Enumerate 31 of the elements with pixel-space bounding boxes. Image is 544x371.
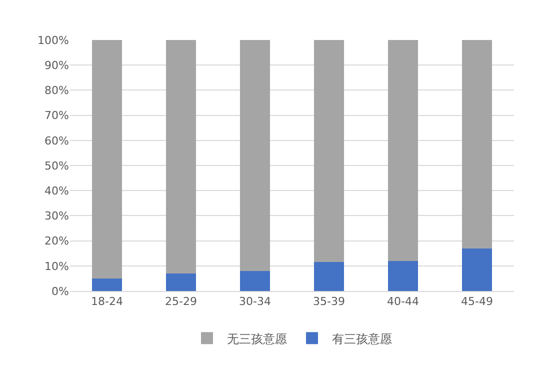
bar xyxy=(92,278,122,291)
legend-label: 无三孩意愿 xyxy=(227,332,287,346)
bar xyxy=(92,40,122,278)
y-tick-label: 100% xyxy=(38,34,69,47)
bar xyxy=(240,270,270,291)
bar xyxy=(388,40,418,261)
x-tick-label: 40-44 xyxy=(387,295,419,308)
y-tick-label: 40% xyxy=(44,184,69,198)
legend-label: 有三孩意愿 xyxy=(332,332,392,346)
bar xyxy=(462,248,492,291)
x-tick-label: 25-29 xyxy=(165,295,197,308)
y-tick-label: 90% xyxy=(44,58,69,72)
bar xyxy=(388,260,418,291)
y-tick-label: 50% xyxy=(44,159,69,172)
x-tick-label: 18-24 xyxy=(91,295,123,308)
bar xyxy=(462,40,492,248)
y-tick-label: 0% xyxy=(52,284,69,298)
x-tick-label: 45-49 xyxy=(461,295,493,308)
y-tick-label: 10% xyxy=(44,260,69,273)
x-tick-label: 35-39 xyxy=(313,295,345,308)
x-tick-label: 30-34 xyxy=(239,295,271,308)
bar xyxy=(314,40,344,262)
bar xyxy=(240,40,270,271)
bar xyxy=(166,273,196,291)
y-tick-label: 80% xyxy=(44,84,69,98)
y-tick-label: 70% xyxy=(44,109,69,122)
bar xyxy=(314,262,344,291)
y-tick-label: 60% xyxy=(44,134,69,148)
y-tick-label: 30% xyxy=(44,210,69,223)
y-tick-label: 20% xyxy=(44,234,69,248)
bar xyxy=(166,40,196,274)
